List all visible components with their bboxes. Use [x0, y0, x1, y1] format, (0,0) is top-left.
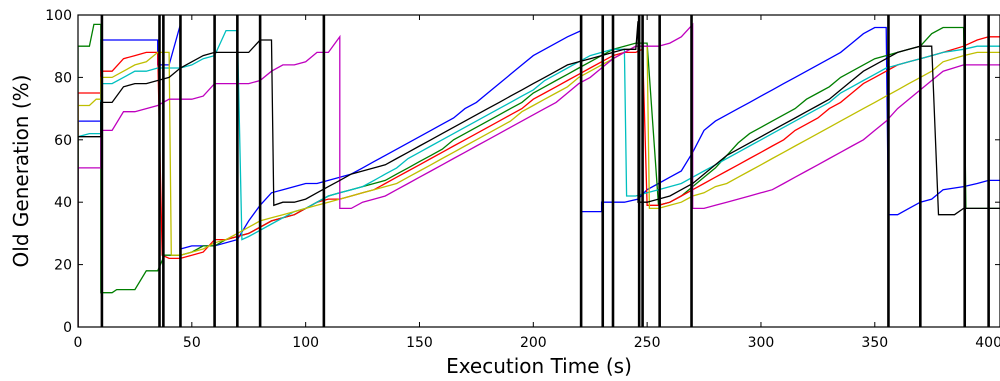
y-axis-label: Old Generation (%)	[9, 75, 33, 268]
series-line-7	[78, 21, 1000, 327]
x-tick-label-50: 50	[183, 335, 201, 351]
y-tick-label-80: 80	[54, 70, 72, 86]
gc-events-layer	[100, 15, 990, 327]
x-tick-label-150: 150	[406, 335, 433, 351]
x-tick-label-350: 350	[861, 335, 888, 351]
series-line-5	[78, 45, 1000, 327]
series-line-3	[78, 36, 1000, 327]
x-tick-label-200: 200	[520, 335, 547, 351]
x-tick-label-400: 400	[975, 335, 1000, 351]
plot-frame	[77, 14, 1000, 328]
y-tick-label-0: 0	[63, 320, 72, 336]
x-axis-label: Execution Time (s)	[446, 354, 632, 378]
x-tick-label-300: 300	[748, 335, 775, 351]
y-tick-label-100: 100	[45, 8, 72, 24]
y-tick-label-60: 60	[54, 133, 72, 149]
ticks-layer: 0 50 100 150 200 250 300 350 400 0 20 40 60 80 100	[45, 8, 1000, 351]
x-tick-label-0: 0	[74, 335, 83, 351]
x-tick-label-250: 250	[634, 335, 661, 351]
x-tick-label-100: 100	[292, 335, 319, 351]
y-tick-label-40: 40	[54, 195, 72, 211]
y-tick-label-20: 20	[54, 258, 72, 274]
